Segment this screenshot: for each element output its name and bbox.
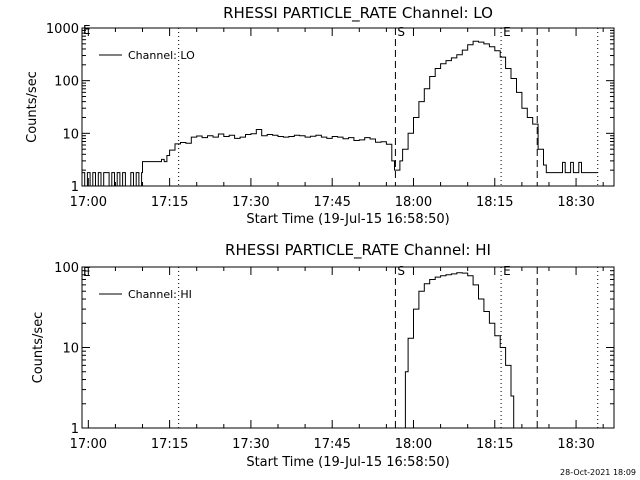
x-tick-label: 17:00 <box>70 195 107 210</box>
chart-title: RHESSI PARTICLE_RATE Channel: LO <box>223 4 493 23</box>
y-tick-label: 10 <box>62 127 79 142</box>
y-tick-label: 1000 <box>46 22 79 37</box>
x-tick-label: 18:00 <box>395 437 432 452</box>
corner-marker-label: E <box>83 23 91 37</box>
corner-marker-label: E <box>83 265 91 279</box>
x-tick-label: 17:30 <box>232 437 269 452</box>
chart-title: RHESSI PARTICLE_RATE Channel: HI <box>225 241 491 260</box>
event-marker-label: S <box>397 264 405 278</box>
x-axis-label: Start Time (19-Jul-15 16:58:50) <box>246 455 449 470</box>
x-tick-label: 17:00 <box>70 437 107 452</box>
y-tick-label: 1 <box>71 422 79 437</box>
x-tick-label: 17:45 <box>313 195 350 210</box>
legend-label: Channel: HI <box>128 288 192 301</box>
y-tick-label: 100 <box>54 75 79 90</box>
data-series-line <box>402 272 515 429</box>
hi-channel-panel: RHESSI PARTICLE_RATE Channel: HI 17:00 17:… <box>31 241 615 470</box>
y-tick-label: 10 <box>62 342 79 357</box>
x-tick-label: 18:30 <box>557 437 594 452</box>
x-tick-label: 17:15 <box>151 437 188 452</box>
legend-label: Channel: LO <box>128 49 195 62</box>
x-tick-label: 17:45 <box>313 437 350 452</box>
x-tick-label: 18:15 <box>476 437 513 452</box>
lo-channel-panel: RHESSI PARTICLE_RATE Channel: LO 17:00 17:… <box>25 4 615 227</box>
data-series-line <box>82 40 598 187</box>
x-tick-label: 18:30 <box>557 195 594 210</box>
x-axis-label: Start Time (19-Jul-15 16:58:50) <box>246 212 449 227</box>
x-tick-label: 18:00 <box>395 195 432 210</box>
y-tick-label: 1 <box>71 180 79 195</box>
y-tick-label: 100 <box>54 261 79 276</box>
plot-frame <box>81 27 615 187</box>
y-axis-label: Counts/sec <box>25 71 40 143</box>
event-marker-label: E <box>503 25 511 39</box>
y-axis-label: Counts/sec <box>31 312 46 384</box>
x-tick-label: 18:15 <box>476 195 513 210</box>
footer-timestamp: 28-Oct-2021 18:09 <box>560 468 636 477</box>
x-tick-label: 17:30 <box>232 195 269 210</box>
event-marker-label: S <box>397 25 405 39</box>
event-marker-label: E <box>503 264 511 278</box>
x-tick-label: 17:15 <box>151 195 188 210</box>
